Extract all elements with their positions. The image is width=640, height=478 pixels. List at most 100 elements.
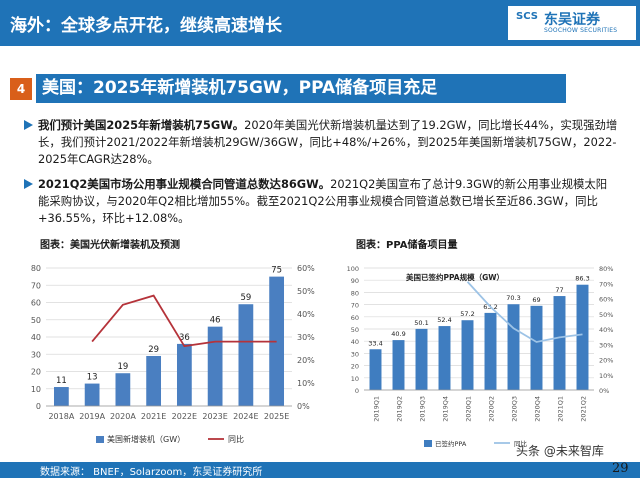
data-label: 86.3 bbox=[575, 275, 589, 283]
y-tick-left: 70 bbox=[351, 302, 359, 310]
x-tick: 2021Q2 bbox=[580, 396, 588, 422]
data-label: 13 bbox=[87, 373, 98, 383]
bullet-2-text: 2021Q2美国宣布了总计9.3GW的新公用事业规模太阳能采购协议，与2020年… bbox=[38, 177, 608, 225]
y-tick-right: 50% bbox=[599, 311, 613, 319]
logo-mark: SCS bbox=[516, 11, 538, 22]
y-tick-left: 0 bbox=[36, 402, 41, 411]
y-tick-right: 10% bbox=[599, 372, 613, 380]
footer-bar bbox=[0, 462, 640, 478]
bar bbox=[484, 312, 497, 390]
y-tick-left: 20 bbox=[351, 363, 359, 371]
x-tick: 2018A bbox=[48, 412, 74, 421]
x-tick: 2020Q2 bbox=[488, 396, 496, 422]
data-label: 50.1 bbox=[414, 319, 428, 327]
data-label: 46 bbox=[210, 316, 221, 326]
data-label: 36 bbox=[179, 333, 190, 343]
y-tick-left: 10 bbox=[31, 385, 41, 394]
y-tick-right: 0% bbox=[297, 402, 310, 411]
y-tick-right: 50% bbox=[297, 287, 315, 296]
bar bbox=[146, 355, 162, 406]
y-tick-right: 60% bbox=[599, 296, 613, 304]
y-tick-left: 60 bbox=[31, 299, 41, 308]
y-tick-left: 30 bbox=[351, 350, 359, 358]
x-tick: 2019Q4 bbox=[442, 396, 450, 422]
y-tick-right: 20% bbox=[297, 356, 315, 365]
data-label: 75 bbox=[271, 266, 282, 276]
bar bbox=[176, 343, 192, 406]
y-tick-right: 30% bbox=[297, 333, 315, 342]
y-tick-left: 50 bbox=[351, 326, 359, 334]
logo-name: 东吴证券 bbox=[544, 12, 600, 28]
y-tick-right: 40% bbox=[297, 310, 315, 319]
data-label: 77 bbox=[555, 286, 563, 294]
bar bbox=[415, 328, 428, 390]
x-tick: 2023E bbox=[202, 412, 227, 421]
bar bbox=[392, 340, 405, 390]
y-tick-right: 80% bbox=[599, 265, 613, 273]
bar bbox=[507, 304, 520, 390]
y-tick-left: 60 bbox=[351, 314, 359, 322]
x-tick: 2019Q1 bbox=[373, 396, 381, 422]
legend-bar-swatch bbox=[424, 440, 432, 447]
data-label: 52.4 bbox=[437, 316, 451, 324]
y-tick-left: 30 bbox=[31, 350, 41, 359]
data-label: 59 bbox=[240, 293, 251, 303]
bullet-1: 我们预计美国2025年新增装机75GW。2020年美国光伏新增装机量达到了19.… bbox=[24, 117, 618, 168]
data-label: 40.9 bbox=[391, 330, 405, 338]
x-tick: 2025E bbox=[264, 412, 289, 421]
bullet-2-bold: 2021Q2美国市场公用事业规模合同管道总数达86GW。 bbox=[38, 177, 331, 191]
bar bbox=[438, 326, 451, 390]
y-tick-right: 30% bbox=[599, 341, 613, 349]
chart-installations: 0 10 20 30 40 50 60 70 80 0% 10% 20% 30% 40% 50% 60% 11 1… bbox=[31, 264, 315, 444]
legend-line-label: 同比 bbox=[228, 434, 244, 444]
page-number: 29 bbox=[612, 461, 629, 476]
bar bbox=[238, 304, 254, 406]
y-tick-left: 10 bbox=[351, 375, 359, 383]
y-tick-right: 60% bbox=[297, 264, 315, 273]
logo: SCS 东吴证券 SOOCHOW SECURITIES bbox=[508, 6, 636, 40]
x-tick: 2020Q4 bbox=[534, 396, 542, 422]
x-tick: 2020A bbox=[110, 412, 136, 421]
y-tick-left: 70 bbox=[31, 281, 41, 290]
bar bbox=[369, 349, 382, 390]
y-tick-right: 0% bbox=[599, 387, 609, 395]
chart-ppa: 0 10 20 30 40 50 60 70 80 90 100 0% 10% 20% 30% 40% 50% 6… bbox=[347, 265, 614, 448]
data-label: 69 bbox=[532, 296, 540, 304]
data-label: 19 bbox=[117, 362, 128, 372]
section-title: 美国：2025年新增装机75GW，PPA储备项目充足 bbox=[36, 74, 566, 103]
data-label: 29 bbox=[148, 345, 159, 355]
data-label: 57.2 bbox=[460, 310, 474, 318]
x-tick: 2020Q1 bbox=[465, 396, 473, 422]
bar bbox=[84, 383, 100, 406]
data-label: 33.4 bbox=[368, 339, 382, 347]
legend-bar-label: 美国新增装机（GW） bbox=[107, 434, 185, 444]
y-tick-left: 90 bbox=[351, 277, 359, 285]
chart-left-label: 图表：美国光伏新增装机及预测 bbox=[40, 240, 180, 251]
x-tick: 2024E bbox=[233, 412, 258, 421]
bar bbox=[461, 320, 474, 390]
line-series bbox=[466, 281, 583, 343]
y-tick-right: 10% bbox=[297, 379, 315, 388]
chart-annotation: 美国已签约PPA规模（GW） bbox=[406, 272, 504, 282]
chart-right-label: 图表：PPA储备项目量 bbox=[356, 240, 458, 251]
legend-bar-swatch bbox=[96, 436, 104, 443]
x-tick: 2021E bbox=[141, 412, 166, 421]
y-tick-left: 0 bbox=[355, 387, 359, 395]
bullet-1-bold: 我们预计美国2025年新增装机75GW。 bbox=[38, 118, 245, 132]
y-tick-right: 20% bbox=[599, 357, 613, 365]
section-number: 4 bbox=[10, 78, 32, 100]
bar bbox=[53, 387, 69, 406]
y-tick-left: 80 bbox=[31, 264, 41, 273]
page-title: 海外：全球多点开花，继续高速增长 bbox=[10, 16, 282, 36]
watermark: 头条 @未来智库 bbox=[516, 444, 604, 458]
logo-subtitle: SOOCHOW SECURITIES bbox=[544, 27, 618, 34]
triangle-bullet-icon bbox=[24, 120, 33, 130]
x-tick: 2019Q2 bbox=[396, 396, 404, 422]
x-tick: 2019A bbox=[79, 412, 105, 421]
x-tick: 2022E bbox=[172, 412, 197, 421]
y-tick-left: 40 bbox=[31, 333, 41, 342]
data-source: 数据来源： BNEF，Solarzoom，东吴证券研究所 bbox=[40, 467, 263, 478]
bullet-1-text: 2020年美国光伏新增装机量达到了19.2GW，同比增长44%，实现强劲增长，我… bbox=[38, 118, 618, 166]
data-label: 70.3 bbox=[506, 294, 520, 302]
x-tick: 2020Q3 bbox=[511, 396, 519, 422]
